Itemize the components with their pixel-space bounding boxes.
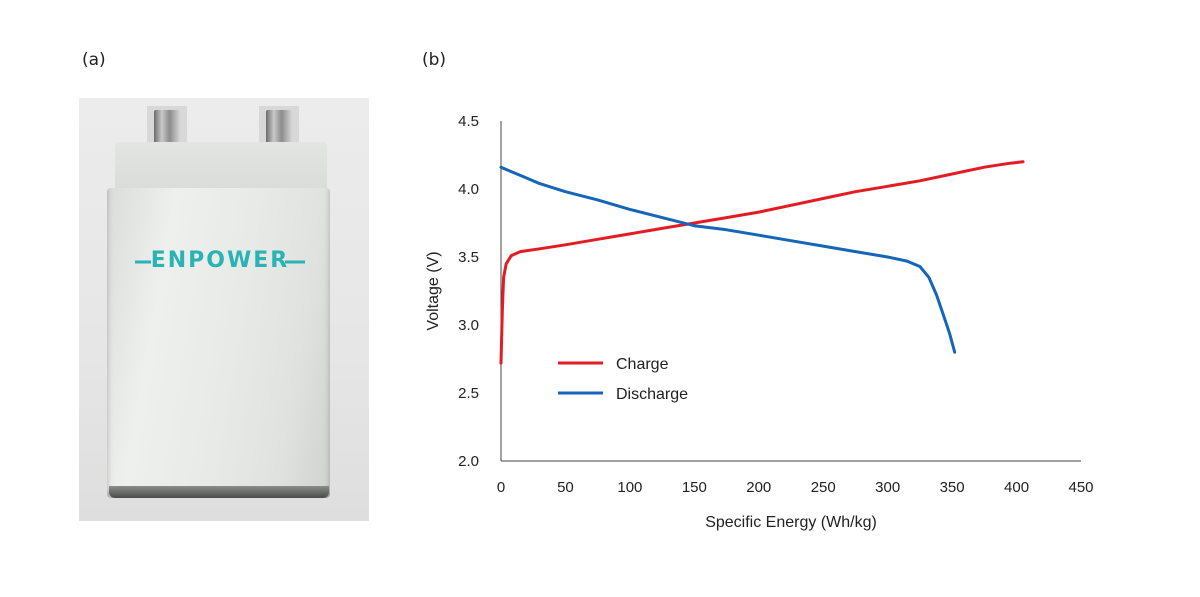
legend-label-discharge: Discharge	[616, 386, 688, 403]
y-tick-label: 4.5	[458, 113, 479, 130]
panel-label-a: (a)	[82, 50, 106, 70]
battery-bottom-edge	[109, 486, 329, 498]
panel-label-b: (b)	[422, 50, 447, 70]
chart-axes: 0 50 100 150 200 250 300 350 400 450 2.0 2.5 3.0 3.5 4…	[458, 113, 1093, 496]
battery-photo: ENPOWER	[79, 98, 369, 521]
x-tick-label: 450	[1068, 479, 1093, 496]
x-axis-title: Specific Energy (Wh/kg)	[705, 514, 877, 531]
y-axis-title: Voltage (V)	[425, 251, 442, 330]
series-line-discharge	[499, 165, 957, 354]
x-tick-label: 350	[940, 479, 965, 496]
x-tick-label: 200	[746, 479, 771, 496]
voltage-chart: 0 50 100 150 200 250 300 350 400 450 2.0 2.5 3.0 3.5 4…	[425, 113, 1094, 531]
y-tick-label: 2.0	[458, 453, 479, 470]
x-tick-label: 0	[497, 479, 505, 496]
chart-legend: Charge Discharge	[558, 356, 688, 403]
y-tick-label: 3.0	[458, 317, 479, 334]
x-tick-label: 50	[557, 479, 574, 496]
x-tick-label: 100	[617, 479, 642, 496]
y-tick-label: 2.5	[458, 385, 479, 402]
x-tick-label: 150	[682, 479, 707, 496]
chart-series	[499, 160, 1025, 365]
series-line-charge	[499, 160, 1025, 365]
battery-logo: ENPOWER	[135, 248, 305, 273]
x-tick-label: 250	[811, 479, 836, 496]
x-tick-label: 300	[875, 479, 900, 496]
y-tick-label: 3.5	[458, 249, 479, 266]
x-tick-label: 400	[1004, 479, 1029, 496]
legend-label-charge: Charge	[616, 356, 669, 373]
battery-logo-text: ENPOWER	[150, 248, 290, 273]
y-tick-label: 4.0	[458, 181, 479, 198]
battery-cell-body	[107, 188, 330, 498]
